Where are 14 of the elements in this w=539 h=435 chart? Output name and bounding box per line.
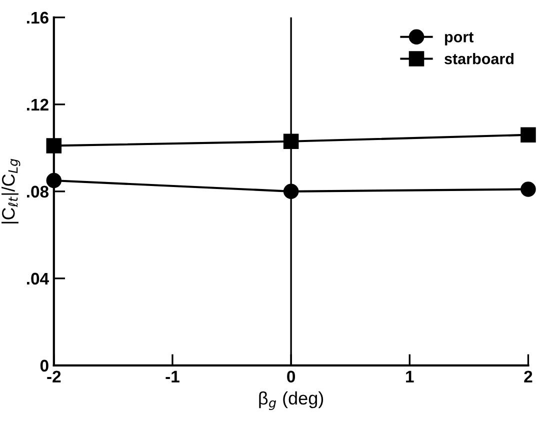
legend-label: port [445, 32, 474, 46]
x-tick-label: 1 [406, 370, 414, 382]
y-tick-label: .08 [27, 186, 49, 198]
x-tick-label: 2 [524, 370, 532, 382]
y-tick-label: .16 [27, 12, 48, 24]
x-tick-label: 0 [287, 370, 296, 383]
x-tick-label: -1 [166, 370, 180, 382]
x-axis-title: β$_{g}$ (deg) [259, 391, 324, 410]
legend-label: starboard [444, 53, 514, 64]
y-axis-title: |C$_{ℓt}$|/C$_{Lg}$ [2, 158, 20, 224]
x-tick-label: -2 [47, 370, 61, 382]
y-tick-label: .12 [27, 98, 48, 110]
y-tick-label: .04 [27, 272, 49, 285]
y-tick-label: 0 [40, 360, 48, 372]
